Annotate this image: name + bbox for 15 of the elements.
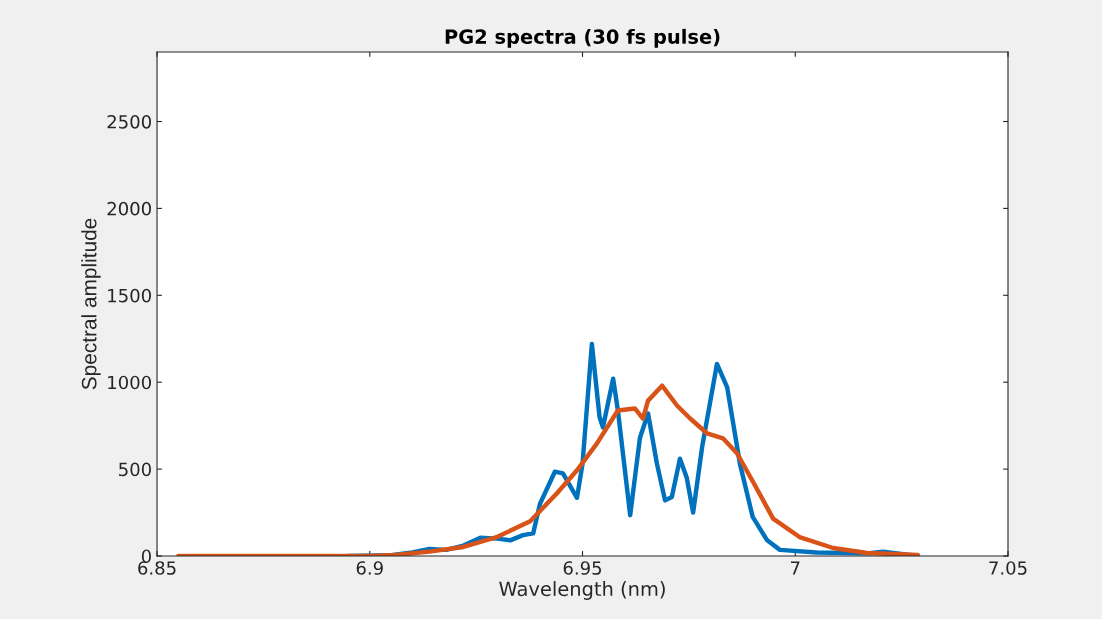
chart-title: PG2 spectra (30 fs pulse) (445, 28, 720, 48)
y-tick-label: 1000 (108, 375, 151, 390)
y-tick-label: 2500 (107, 114, 151, 129)
x-tick-label: 6.95 (563, 561, 602, 575)
y-tick-label: 1500 (108, 288, 151, 303)
y-tick-label: 2000 (107, 201, 151, 216)
x-tick-label: 7.05 (989, 561, 1027, 575)
x-axis-title: Wavelength (nm) (499, 581, 665, 600)
line-series (176, 383, 921, 556)
y-tick-label: 0 (141, 549, 151, 564)
x-tick-label: 7 (791, 561, 800, 575)
x-tick-label: 6.9 (356, 561, 383, 575)
y-axis-title: Spectral amplitude (81, 218, 101, 390)
x-tick-label: 6.85 (138, 561, 176, 575)
y-tick-label: 500 (119, 462, 151, 477)
